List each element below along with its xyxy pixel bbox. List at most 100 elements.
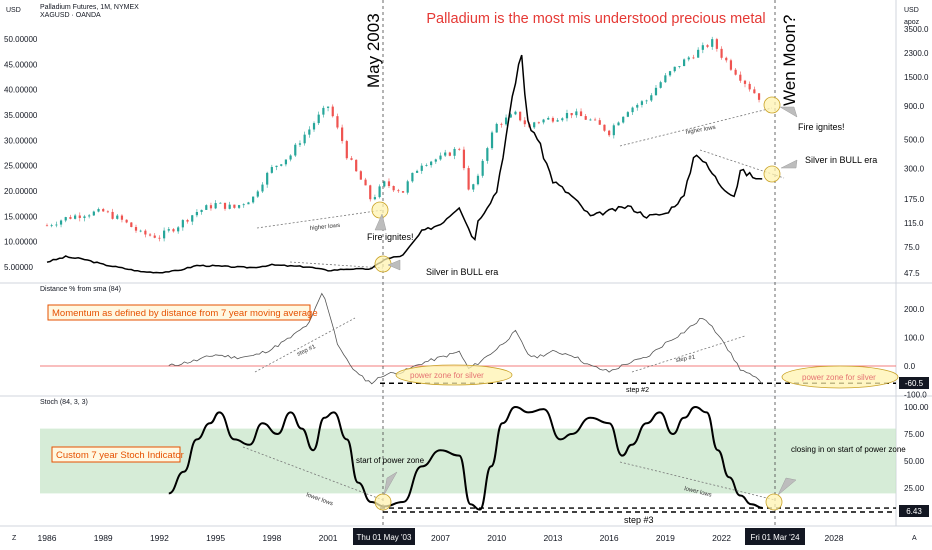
right-price-axis[interactable]: 3500.0 2300.0 1500.0 900.0 500.0 300.0 175.0 11… bbox=[904, 25, 929, 278]
distance-line bbox=[168, 292, 763, 385]
x-tick-2013: 2013 bbox=[543, 533, 562, 543]
candle-body bbox=[415, 170, 419, 173]
candle-body bbox=[504, 117, 508, 125]
candle-body bbox=[111, 211, 114, 219]
candle-body bbox=[444, 152, 447, 156]
candle-body bbox=[411, 172, 414, 182]
candle-body bbox=[462, 149, 466, 169]
dist-tick-label: 100.0 bbox=[904, 334, 925, 343]
candle-body bbox=[167, 229, 170, 231]
stoch-line bbox=[168, 405, 763, 511]
right-tick-label: 900.0 bbox=[904, 102, 925, 111]
left-tick-label: 15.00000 bbox=[4, 212, 38, 221]
candle-body bbox=[430, 161, 433, 166]
candle-body bbox=[584, 116, 587, 120]
step2-label: step #2 bbox=[626, 387, 649, 394]
candle-body bbox=[359, 171, 362, 180]
stoch-axis[interactable]: 100.00 75.00 50.00 25.00 bbox=[904, 403, 929, 493]
candle-body bbox=[678, 66, 681, 67]
wen-moon-label: Wen Moon? bbox=[780, 15, 799, 106]
candle-body bbox=[748, 83, 751, 90]
momentum-box bbox=[47, 304, 311, 321]
candle-body bbox=[130, 222, 133, 228]
right-tick-label: 2300.0 bbox=[904, 49, 929, 58]
candle-body bbox=[551, 117, 555, 122]
candle-body bbox=[378, 186, 381, 198]
overlay-line[interactable]: XAGUSD · OANDA bbox=[40, 12, 101, 19]
closing-in-label: closing in on start of power zone bbox=[791, 445, 906, 454]
callout-arrows bbox=[374, 106, 798, 496]
right-tick-label: 3500.0 bbox=[904, 25, 929, 34]
candle-body bbox=[692, 57, 695, 59]
stoch-box bbox=[51, 446, 181, 463]
candle-body bbox=[106, 211, 109, 213]
unit-right: apoz bbox=[904, 19, 920, 26]
candle-body bbox=[209, 205, 213, 209]
candle-body bbox=[289, 155, 292, 160]
left-tick-label: 40.00000 bbox=[4, 86, 38, 95]
higher-lows-2: higher lows bbox=[685, 125, 716, 136]
candle-body bbox=[144, 230, 147, 235]
candle-body bbox=[701, 45, 704, 50]
auto-scale-icon[interactable]: A bbox=[912, 535, 917, 542]
x-tick-2016: 2016 bbox=[600, 533, 619, 543]
candle-body bbox=[50, 225, 53, 227]
candle-body bbox=[270, 167, 273, 173]
time-axis[interactable]: 1986 1989 1992 1995 1998 2001 2007 2010 2013 2016… bbox=[38, 533, 844, 543]
candle-body bbox=[148, 234, 152, 236]
candle-body bbox=[59, 220, 63, 225]
left-tick-label: 35.00000 bbox=[4, 111, 38, 120]
candle-body bbox=[134, 227, 138, 231]
symbol-line[interactable]: Palladium Futures, 1M, NYMEX bbox=[40, 4, 139, 11]
candle-body bbox=[125, 219, 128, 223]
candle-body bbox=[373, 197, 377, 200]
candle-body bbox=[64, 217, 67, 221]
candle-body bbox=[177, 227, 180, 232]
x-tick-2010: 2010 bbox=[487, 533, 506, 543]
candle-body bbox=[711, 39, 714, 47]
left-tick-label: 25.00000 bbox=[4, 162, 38, 171]
silver-bull-2: Silver in BULL era bbox=[805, 155, 877, 165]
x-tick-2028: 2028 bbox=[825, 533, 844, 543]
candle-body bbox=[659, 82, 662, 88]
stoch-label[interactable]: Stoch (84, 3, 3) bbox=[40, 399, 88, 406]
candle-body bbox=[195, 212, 199, 216]
left-tick-label: 10.00000 bbox=[4, 238, 38, 247]
candle-body bbox=[186, 220, 189, 222]
right-tick-label: 1500.0 bbox=[904, 73, 929, 82]
candle-body bbox=[739, 74, 742, 81]
candle-body bbox=[247, 202, 250, 205]
power-zone-silver-1: power zone for silver bbox=[410, 371, 484, 380]
candle-body bbox=[275, 165, 278, 168]
left-tick-label: 5.00000 bbox=[4, 263, 33, 272]
candle-body bbox=[163, 230, 166, 239]
candle-body bbox=[88, 215, 91, 217]
candle-body bbox=[514, 111, 517, 115]
candle-body bbox=[401, 191, 405, 193]
candle-body bbox=[486, 148, 489, 161]
candle-body bbox=[298, 143, 302, 145]
candle-body bbox=[266, 172, 269, 185]
candle-body bbox=[303, 134, 306, 144]
candle-body bbox=[734, 69, 737, 75]
candle-body bbox=[158, 237, 161, 239]
zoom-toggle-icon[interactable]: Z bbox=[12, 535, 17, 542]
momentum-box-text: Momentum as defined by distance from 7 y… bbox=[52, 308, 318, 319]
x-tick-1989: 1989 bbox=[94, 533, 113, 543]
candle-body bbox=[397, 190, 400, 192]
stoch-tick-label: 25.00 bbox=[904, 484, 925, 493]
candle-body bbox=[743, 80, 747, 84]
candle-body bbox=[350, 158, 353, 160]
candle-body bbox=[439, 155, 442, 160]
dist-label[interactable]: Distance % from sma (84) bbox=[40, 286, 121, 293]
currency-right: USD bbox=[904, 7, 919, 14]
candle-body bbox=[425, 165, 428, 166]
distance-axis[interactable]: 200.0 100.0 0.0 -100.0 bbox=[904, 305, 927, 400]
dist-tick-label: 200.0 bbox=[904, 305, 925, 314]
candle-body bbox=[725, 57, 728, 61]
candle-body bbox=[490, 132, 494, 149]
x-tick-1986: 1986 bbox=[38, 533, 57, 543]
candle-body bbox=[223, 202, 227, 209]
chart-title: Palladium is the most mis understood pre… bbox=[426, 11, 765, 27]
